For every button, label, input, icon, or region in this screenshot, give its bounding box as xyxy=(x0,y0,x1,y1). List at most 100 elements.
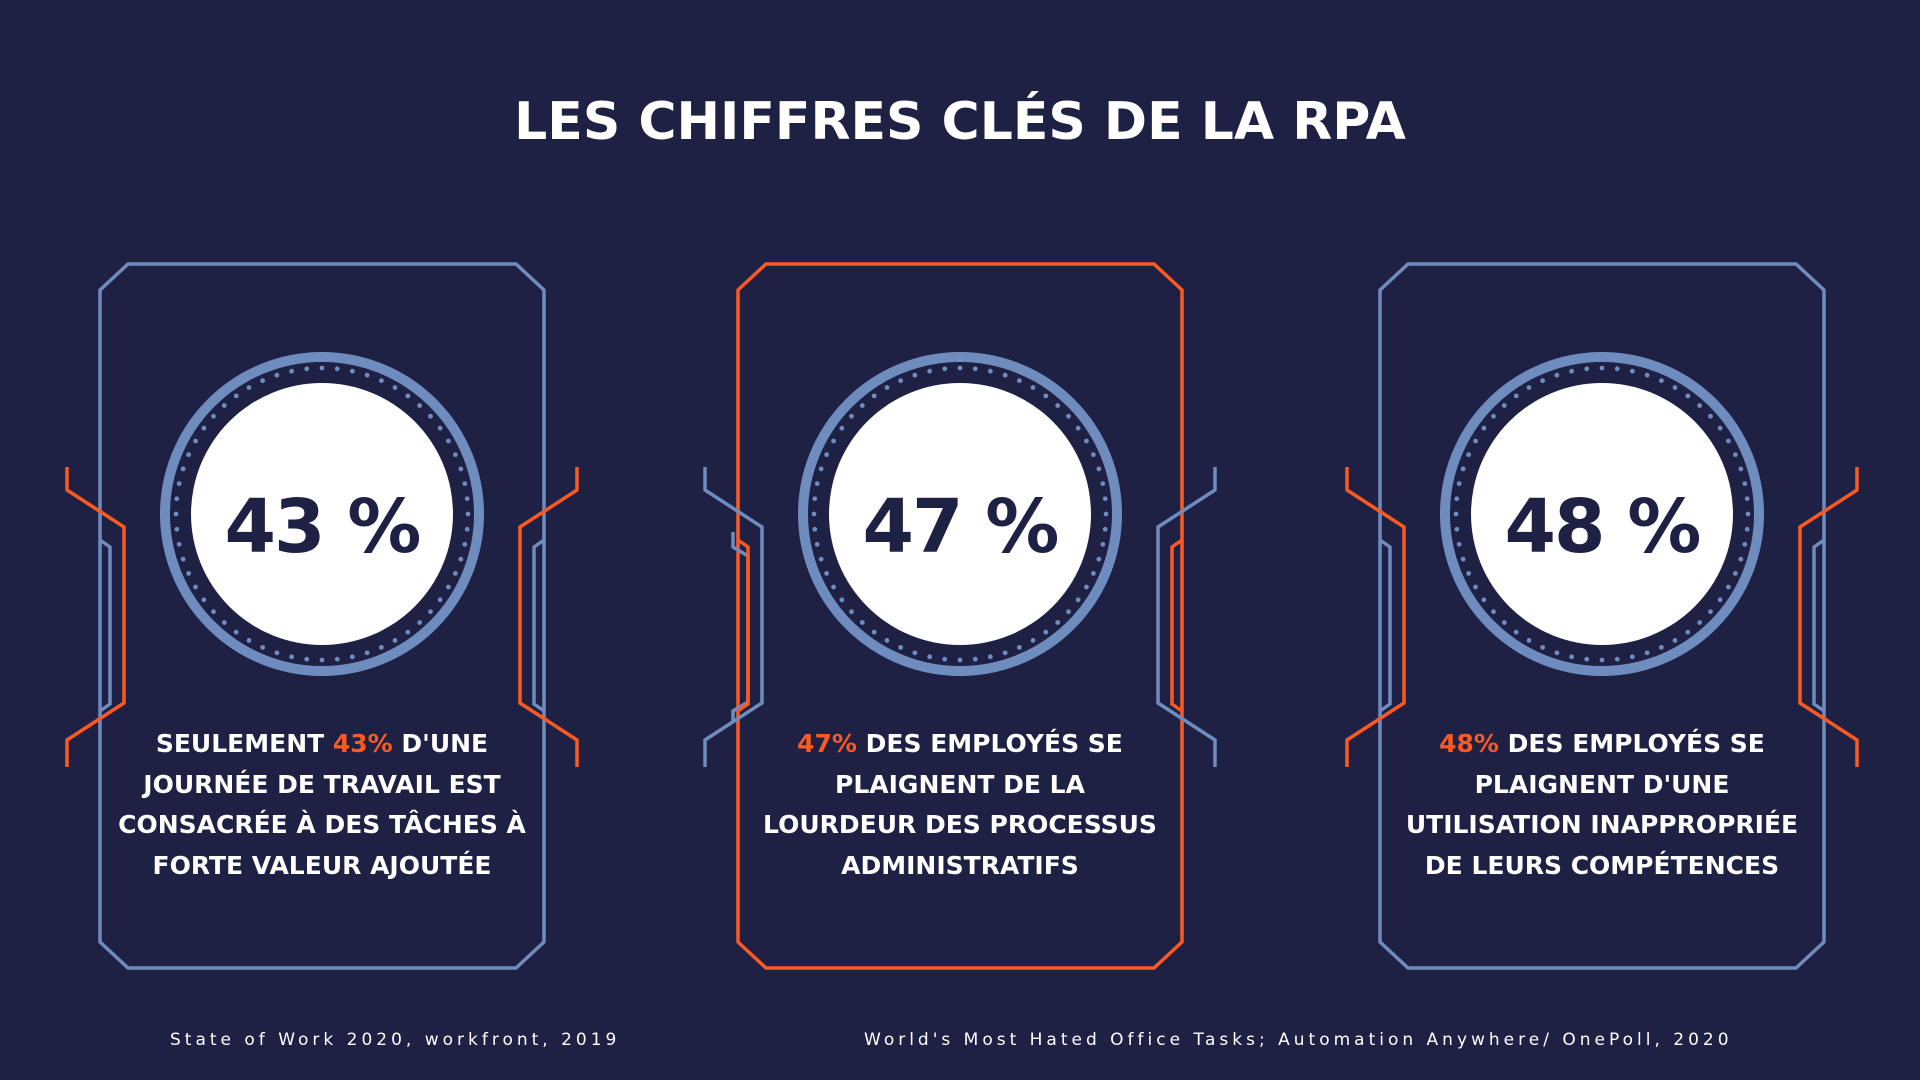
ring-dot xyxy=(465,511,471,517)
ring-dot xyxy=(1043,629,1049,635)
ring-dot xyxy=(221,620,227,625)
ring-dot xyxy=(186,570,192,576)
ring-dot xyxy=(1055,403,1061,408)
ring-dot xyxy=(1096,556,1102,562)
ring-dot xyxy=(464,496,470,502)
ring-dot xyxy=(1084,584,1089,590)
ring-dot xyxy=(1501,403,1507,408)
left-frame-notch xyxy=(1378,538,1392,713)
ring-dot xyxy=(201,425,207,431)
ring-dot xyxy=(437,425,443,431)
ring-dot xyxy=(1732,570,1738,576)
ring-dot xyxy=(1554,650,1560,656)
ring-dot xyxy=(898,644,904,650)
ring-dot xyxy=(814,541,820,547)
ring-dot xyxy=(1685,393,1691,399)
ring-dot xyxy=(1100,481,1106,487)
ring-dot xyxy=(174,526,180,532)
ring-dot xyxy=(818,466,824,472)
inner-disc xyxy=(191,383,453,645)
left-bracket xyxy=(65,467,126,767)
ring-dot xyxy=(912,372,918,378)
ring-dot xyxy=(814,481,820,487)
ring-dot xyxy=(1526,638,1532,643)
ring-dot xyxy=(1526,385,1532,390)
ring-dot xyxy=(824,452,830,458)
ring-dot xyxy=(1100,541,1106,547)
ring-dot xyxy=(1466,570,1472,576)
ring-dot xyxy=(1016,378,1022,384)
stat-value: 48 % xyxy=(1504,484,1702,570)
ring-dot xyxy=(428,413,433,419)
ring-dot xyxy=(818,556,824,562)
ring-dot xyxy=(1513,393,1519,399)
ring-dot xyxy=(1685,629,1691,635)
ring-dot xyxy=(1658,378,1664,384)
ring-dot xyxy=(462,481,468,487)
source-1: State of Work 2020, workfront, 2019 xyxy=(170,1030,621,1050)
ring-dot xyxy=(1473,438,1478,444)
desc-highlight: 43% xyxy=(332,729,393,758)
ring-dot xyxy=(304,366,310,372)
ring-dot xyxy=(246,385,252,390)
desc-text-after: des employés se plaignent d'une utilisat… xyxy=(1405,729,1799,880)
card-frame xyxy=(1378,262,1826,970)
ring-dot xyxy=(849,609,854,615)
stat-card-1: 43 % Seulement 43% d'une journée de trav… xyxy=(65,262,579,970)
ring-dot xyxy=(1744,526,1750,532)
stat-card-3: 48 % 48% des employés se plaignent d'une… xyxy=(1345,262,1859,970)
ring-dot xyxy=(334,366,340,372)
ring-dot xyxy=(1491,413,1496,419)
ring-dot xyxy=(957,657,963,663)
desc-text-after: d'une journée de travail est consacrée à… xyxy=(118,729,526,880)
ring-dot xyxy=(1540,378,1546,384)
ring-dot xyxy=(831,438,836,444)
left-bracket xyxy=(1345,467,1406,767)
ring-dot xyxy=(193,438,198,444)
ring-dot xyxy=(898,378,904,384)
ring-dot xyxy=(1002,372,1008,378)
ring-dot xyxy=(1002,650,1008,656)
ring-dot xyxy=(871,629,877,635)
ring-dot xyxy=(186,452,192,458)
ring-dot xyxy=(452,570,458,576)
left-bracket xyxy=(703,467,764,767)
ring-dot xyxy=(1540,644,1546,650)
stat-value: 43 % xyxy=(224,484,422,570)
ring-dot xyxy=(1043,393,1049,399)
ring-dot xyxy=(221,403,227,408)
ring-dot xyxy=(884,638,890,643)
left-frame-notch xyxy=(736,538,750,713)
ring-dot xyxy=(201,597,207,603)
ring-dot xyxy=(193,584,198,590)
ring-dot xyxy=(176,541,182,547)
ring-dot xyxy=(458,466,464,472)
ring-dot xyxy=(1697,403,1703,408)
card-graphics xyxy=(703,262,1217,970)
ring-dot xyxy=(180,556,186,562)
card-graphics xyxy=(1345,262,1859,970)
ring-dot xyxy=(987,654,993,660)
ring-dot xyxy=(246,638,252,643)
ring-dot xyxy=(405,393,411,399)
desc-highlight: 47% xyxy=(797,729,857,758)
ring-dot xyxy=(831,584,836,590)
right-bracket xyxy=(1156,467,1217,767)
ring-dot xyxy=(1732,452,1738,458)
right-bracket xyxy=(1798,467,1859,767)
ring-dot xyxy=(884,385,890,390)
ring-dot xyxy=(180,466,186,472)
ring-dot xyxy=(1090,570,1096,576)
ring-dot xyxy=(392,638,398,643)
ring-dot xyxy=(1103,511,1109,517)
ring-dot xyxy=(319,657,325,663)
ring-dot xyxy=(1066,609,1071,615)
ring-dot xyxy=(304,656,310,662)
ring-dot xyxy=(349,368,355,374)
ring-dot xyxy=(464,526,470,532)
ring-dot xyxy=(1016,644,1022,650)
ring-dot xyxy=(1745,511,1751,517)
ring-dot xyxy=(289,654,295,660)
ring-dot xyxy=(1742,541,1748,547)
ring-dot xyxy=(912,650,918,656)
